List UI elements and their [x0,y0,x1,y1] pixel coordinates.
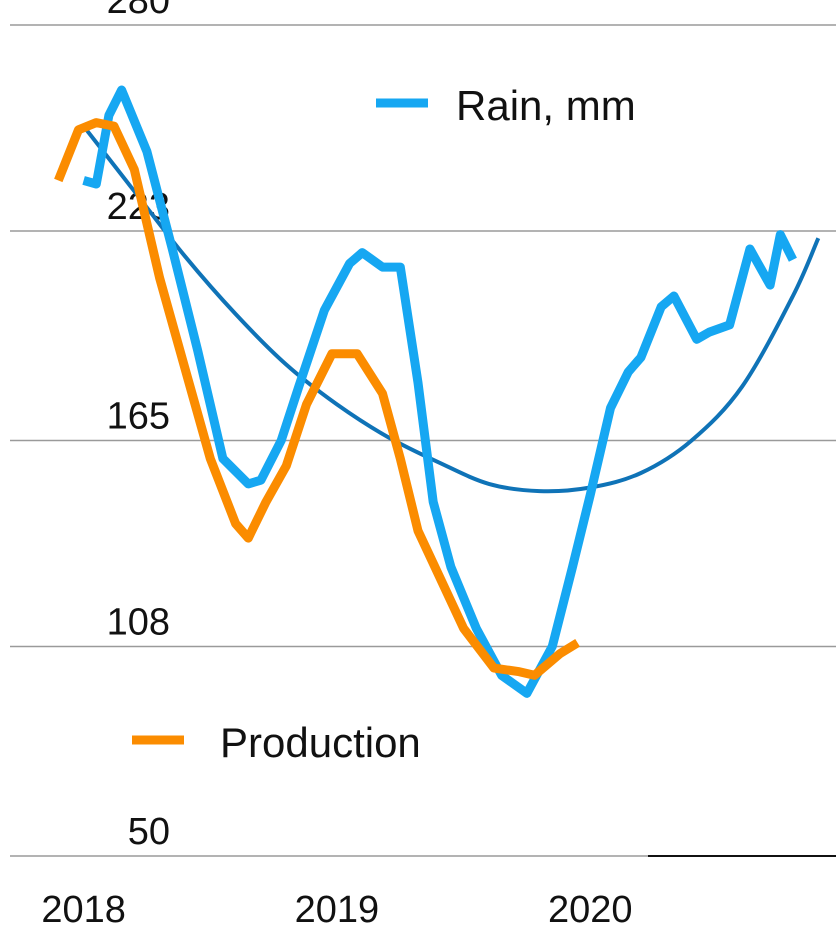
series-line-rain-mm [82,85,797,698]
x-tick-label: 2019 [295,889,380,925]
y-tick-label: 165 [107,396,170,438]
legend-label: Production [220,719,421,766]
legend-item: Production [132,719,421,766]
y-tick-label: 108 [107,601,170,643]
y-tick-label: 50 [128,811,170,853]
legend-item: Rain, mm [376,82,636,129]
legend-label: Rain, mm [456,82,636,129]
x-tick-label: 2018 [41,889,126,925]
x-tick-label: 2020 [548,889,633,925]
series-lines [54,85,821,698]
x-axis-tick-labels: 2018 2019 2020 [41,889,632,925]
legend: Rain, mm Production [132,82,636,766]
series-line-production [54,118,580,680]
y-tick-label: 280 [107,0,170,22]
series-line-trendline [82,124,821,494]
